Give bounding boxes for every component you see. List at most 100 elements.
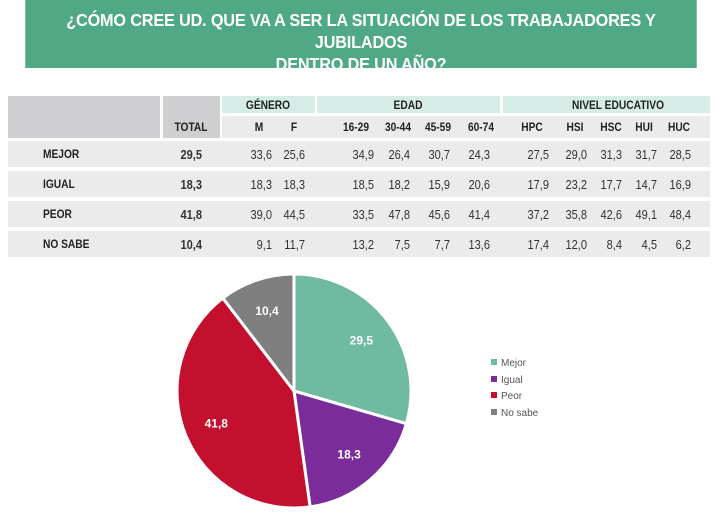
cell-value: 42,6	[600, 207, 622, 222]
row-label: IGUAL	[43, 177, 75, 191]
column-header: M	[254, 120, 264, 134]
group-genero	[222, 96, 315, 113]
total-header: TOTAL	[174, 120, 208, 134]
cell-value: 7,5	[394, 237, 410, 252]
cell-value: 9,1	[256, 237, 272, 252]
column-header: HUC	[667, 120, 691, 134]
cell-value: 6,2	[675, 237, 691, 252]
row-label: PEOR	[43, 207, 72, 221]
cell-value: 28,5	[669, 147, 691, 162]
pie-data-label: 41,8	[205, 416, 229, 430]
group-edad	[317, 96, 500, 113]
pie-data-label: 29,5	[350, 333, 374, 347]
cell-value: 27,5	[527, 147, 549, 162]
page-title: ¿CÓMO CREE UD. QUE VA A SER LA SITUACIÓN…	[25, 0, 697, 74]
cell-value: 41,4	[468, 207, 490, 222]
pie-slice-peor	[175, 295, 312, 510]
row-total: 29,5	[180, 147, 202, 162]
legend-label: Mejor	[501, 358, 527, 369]
cell-value: 18,5	[352, 177, 374, 192]
legend-swatch	[491, 359, 497, 365]
legend-swatch	[491, 375, 497, 382]
cell-value: 13,2	[352, 237, 374, 252]
column-header: HSI	[566, 120, 584, 134]
title-line-2: DENTRO DE UN AÑO?	[275, 54, 447, 74]
cell-value: 24,3	[468, 147, 490, 162]
table-row	[8, 231, 710, 257]
legend-item: No sabe	[491, 408, 538, 419]
cell-value: 33,5	[352, 207, 374, 222]
cell-value: 35,8	[565, 207, 587, 222]
legend-swatch	[491, 408, 497, 415]
legend-item: Mejor	[491, 358, 526, 369]
pie-slice-igual	[292, 388, 409, 509]
cell-value: 39,0	[250, 207, 272, 222]
group-label: GÉNERO	[245, 98, 291, 112]
cell-value: 34,9	[352, 147, 374, 162]
cell-value: 18,2	[388, 177, 410, 192]
pie-data-label: 18,3	[337, 448, 361, 462]
column-header: 16-29	[342, 120, 370, 134]
column-header: 45-59	[424, 120, 452, 134]
legend-swatch	[491, 392, 497, 398]
column-header: F	[290, 120, 298, 134]
legend-item: Igual	[491, 375, 523, 386]
header-total	[163, 96, 220, 138]
title-line-1: ¿CÓMO CREE UD. QUE VA A SER LA SITUACIÓN…	[66, 10, 656, 52]
row-total: 41,8	[180, 207, 202, 222]
cell-value: 44,5	[283, 207, 305, 222]
cell-value: 12,0	[565, 237, 587, 252]
cell-value: 45,6	[428, 207, 450, 222]
cell-value: 37,2	[527, 207, 549, 222]
cell-value: 18,3	[250, 177, 272, 192]
cell-value: 16,9	[669, 177, 691, 192]
cell-value: 7,7	[434, 237, 450, 252]
pie-slice-no-sabe	[220, 272, 296, 396]
cell-value: 29,0	[565, 147, 587, 162]
column-header: HPC	[521, 120, 543, 134]
header-blank	[8, 96, 160, 138]
group-label: EDAD	[393, 98, 423, 112]
cell-value: 17,7	[600, 177, 622, 192]
cell-value: 20,6	[468, 177, 490, 192]
table-row	[8, 171, 710, 197]
cell-value: 15,9	[428, 177, 450, 192]
cell-value: 49,1	[635, 207, 657, 222]
column-header: 30-44	[384, 120, 412, 134]
row-label: MEJOR	[43, 147, 80, 161]
cell-value: 48,4	[669, 207, 691, 222]
cell-value: 30,7	[428, 147, 450, 162]
column-header: HSC	[600, 120, 622, 134]
row-total: 10,4	[180, 237, 202, 252]
cell-value: 23,2	[565, 177, 587, 192]
column-header: HUI	[635, 120, 653, 134]
legend-item: Peor	[491, 391, 522, 402]
legend-label: No sabe	[501, 407, 539, 419]
row-total: 18,3	[180, 177, 202, 192]
cell-value: 47,8	[388, 207, 410, 222]
cell-value: 31,3	[600, 147, 622, 162]
cell-value: 26,4	[388, 147, 410, 162]
cell-value: 13,6	[468, 237, 490, 252]
row-label: NO SABE	[43, 237, 90, 251]
cell-value: 4,5	[641, 237, 657, 252]
cell-value: 18,3	[283, 177, 305, 192]
pie-slice-mejor	[292, 272, 413, 426]
group-nivel	[503, 96, 710, 113]
cell-value: 33,6	[250, 147, 272, 162]
cell-value: 25,6	[283, 147, 305, 162]
cell-value: 14,7	[635, 177, 657, 192]
cell-value: 17,9	[527, 177, 549, 192]
legend-label: Peor	[501, 391, 523, 402]
table-row	[8, 141, 710, 167]
header-columns	[222, 116, 710, 138]
column-header: 60-74	[467, 120, 495, 134]
cell-value: 11,7	[284, 237, 305, 252]
table-row	[8, 201, 710, 227]
cell-value: 8,4	[606, 237, 622, 252]
cell-value: 31,7	[635, 147, 657, 162]
legend-label: Igual	[501, 374, 523, 386]
cell-value: 17,4	[527, 237, 549, 252]
pie-data-label: 10,4	[255, 304, 279, 318]
